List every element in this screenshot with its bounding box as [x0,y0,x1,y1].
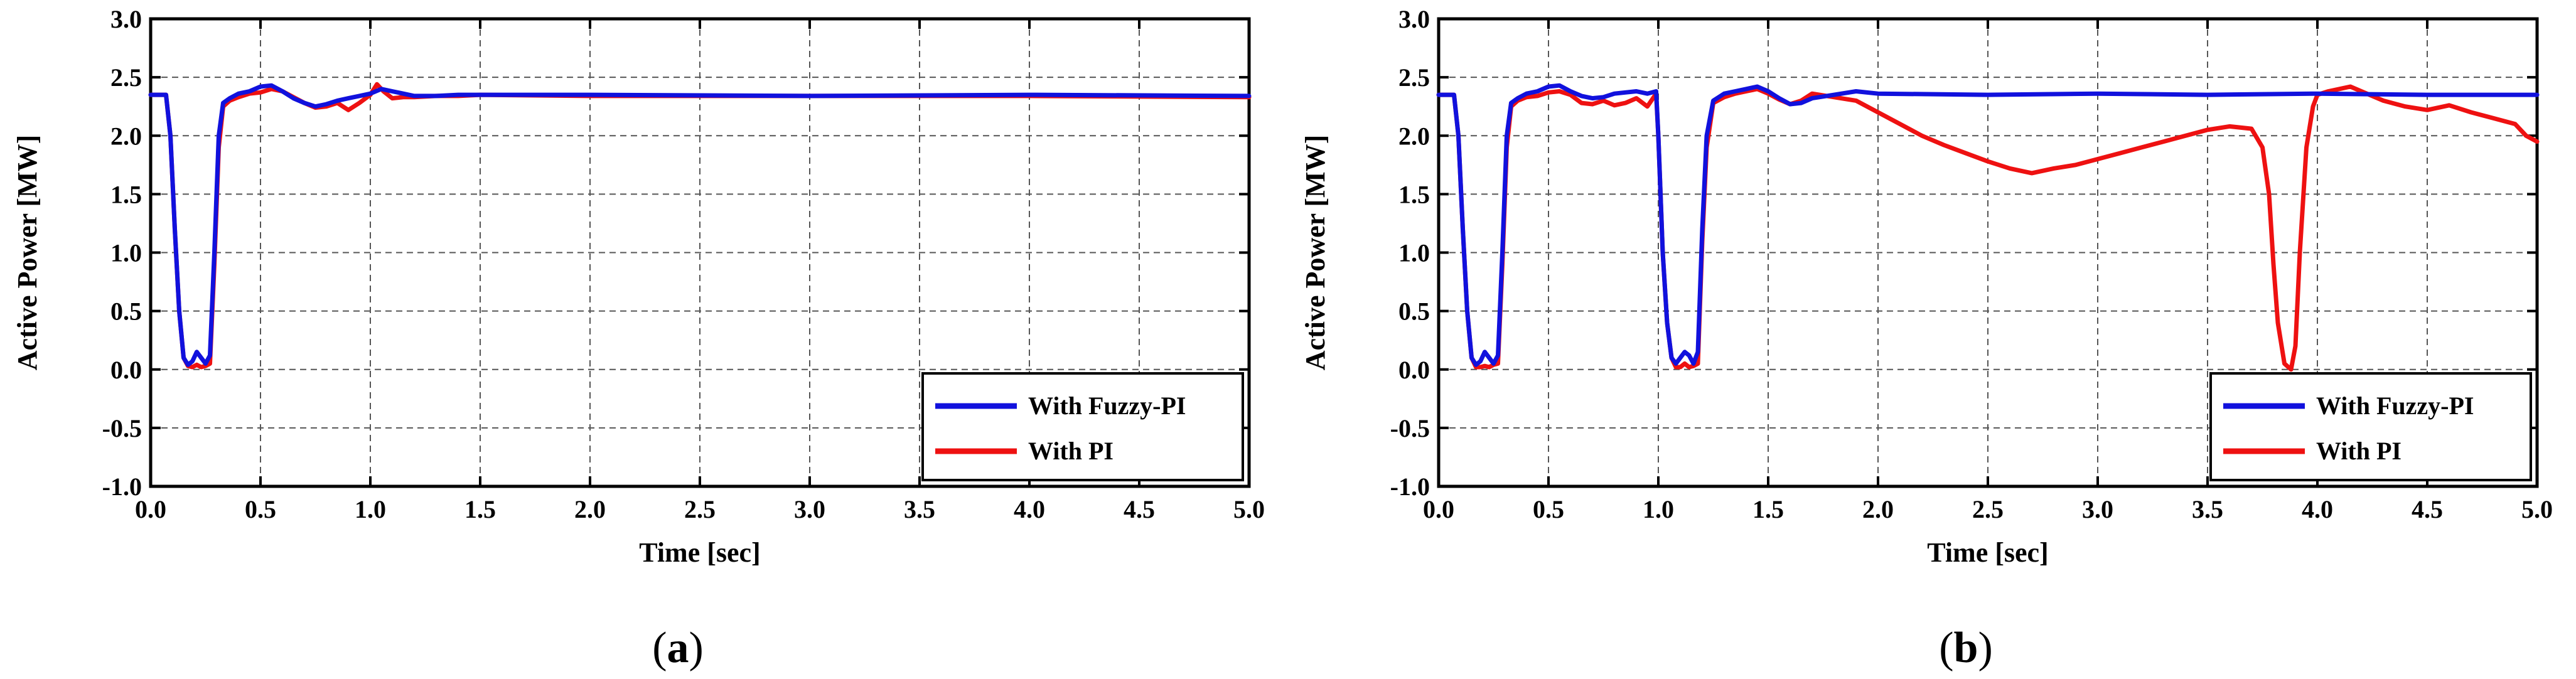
legend-label-fuzzy: With Fuzzy-PI [2316,392,2474,420]
x-axis-label: Time [sec] [639,537,760,568]
x-tick-label: 3.5 [904,495,935,523]
x-axis-label: Time [sec] [1927,537,2048,568]
x-tick-label: 2.5 [1972,495,2004,523]
y-tick-label: 0.5 [1398,297,1430,326]
legend-label-pi: With PI [2316,437,2402,465]
y-axis-label: Active Power [MW] [1300,135,1331,370]
y-tick-label: -0.5 [102,414,142,442]
legend: With Fuzzy-PI With PI [921,372,1244,481]
x-tick-label: 0.5 [1533,495,1564,523]
x-tick-label: 5.0 [1233,495,1265,523]
axis-group: 0.0 0.5 1.0 1.5 2.0 2.5 3.0 3.5 4.0 4.5 5.0 3.0 2.5 2… [102,5,1265,523]
x-tick-label: 1.0 [1643,495,1674,523]
x-tick-label: 0.0 [135,495,166,523]
y-tick-label: -1.0 [1390,473,1430,501]
series-line-fuzzy-pi [1436,83,2540,367]
legend-box [2209,372,2532,481]
legend-box [921,372,1244,481]
panel-label-part: b [1954,624,1978,672]
y-tick-label: 0.0 [110,356,142,384]
x-tick-label: 1.0 [355,495,386,523]
x-tick-label: 2.0 [574,495,606,523]
x-tick-label: 4.5 [1124,495,1155,523]
x-tick-label: 3.0 [2082,495,2113,523]
x-tick-label: 2.0 [1862,495,1894,523]
x-tick-label: 5.0 [2521,495,2553,523]
series-group [1436,83,2540,372]
legend-label-pi: With PI [1028,437,1114,465]
chart-panel-a: 0.0 0.5 1.0 1.5 2.0 2.5 3.0 3.5 4.0 4.5 5.0 3.0 2.5 2… [12,5,1265,672]
panel-label-part: ) [1978,624,1992,672]
y-tick-label: -0.5 [1390,414,1430,442]
panel-label: (b) [1939,624,1993,672]
y-tick-label: -1.0 [102,473,142,501]
x-tick-label: 3.5 [2192,495,2223,523]
legend: With Fuzzy-PI With PI [2209,372,2532,481]
series-group [148,82,1252,370]
chart-panel-b: 0.0 0.5 1.0 1.5 2.0 2.5 3.0 3.5 4.0 4.5 5.0 3.0 2.5 2… [1300,5,2553,672]
x-tick-label: 1.5 [1752,495,1784,523]
panel-label-part: ( [652,624,667,672]
x-tick-label: 4.5 [2412,495,2443,523]
x-tick-label: 0.5 [245,495,276,523]
x-tick-label: 4.0 [2302,495,2333,523]
y-tick-label: 3.0 [110,5,142,33]
y-tick-label: 2.0 [110,122,142,150]
y-tick-label: 0.0 [1398,356,1430,384]
x-tick-label: 1.5 [464,495,496,523]
y-tick-label: 3.0 [1398,5,1430,33]
series-line-fuzzy-pi [148,83,1252,367]
x-tick-label: 4.0 [1014,495,1045,523]
x-tick-label: 2.5 [684,495,716,523]
y-tick-label: 1.0 [110,239,142,267]
y-axis-label: Active Power [MW] [12,135,43,370]
y-tick-label: 1.5 [1398,180,1430,208]
y-tick-label: 2.5 [110,63,142,92]
x-tick-label: 3.0 [794,495,825,523]
y-tick-label: 2.5 [1398,63,1430,92]
y-tick-label: 1.0 [1398,239,1430,267]
y-tick-label: 1.5 [110,180,142,208]
panel-label-part: a [667,624,689,672]
y-tick-label: 2.0 [1398,122,1430,150]
y-tick-label: 0.5 [110,297,142,326]
legend-label-fuzzy: With Fuzzy-PI [1028,392,1186,420]
panel-label: (a) [652,624,704,672]
x-tick-label: 0.0 [1423,495,1454,523]
panel-label-part: ) [689,624,704,672]
panel-label-part: ( [1939,624,1953,672]
